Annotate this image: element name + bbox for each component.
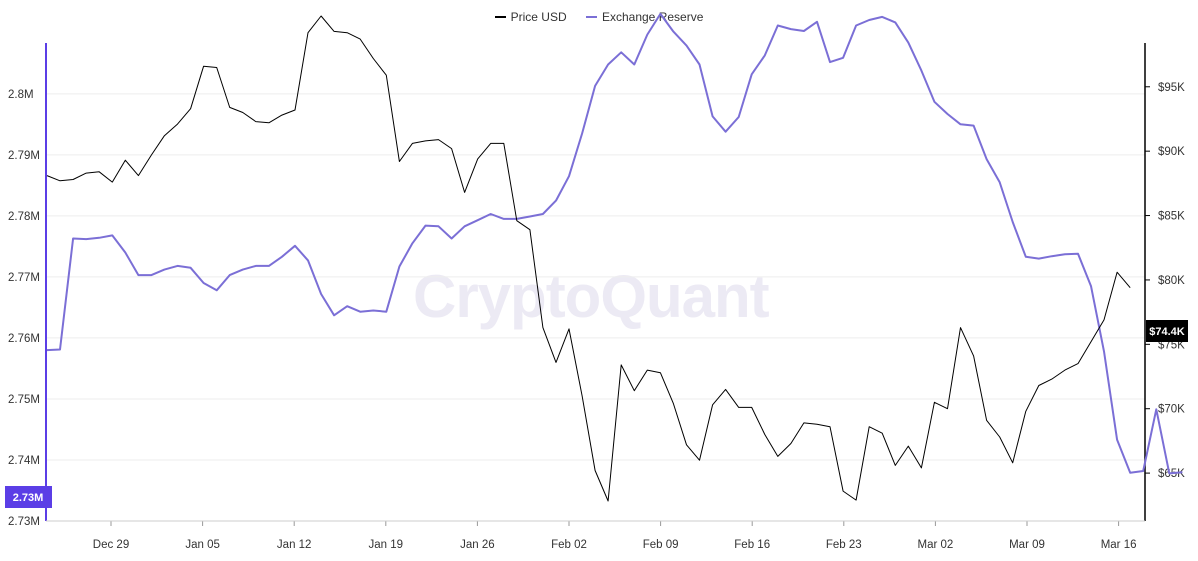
watermark: CryptoQuant [413,263,770,330]
x-tick-label: Feb 23 [826,539,862,551]
y-left-tick-label: 2.77M [8,272,40,284]
reserve-legend-label: Exchange Reserve [601,10,704,24]
y-left-tick-label: 2.76M [8,333,40,345]
price-legend-swatch [494,16,506,18]
x-tick-label: Feb 09 [643,539,679,551]
price-legend-label: Price USD [510,10,567,24]
x-tick-label: Jan 19 [369,539,404,551]
legend-item-price[interactable]: Price USD [494,10,567,24]
reserve-legend-swatch [585,16,597,18]
y-left-tick-label: 2.79M [8,150,40,162]
reserve-value-badge [5,486,52,508]
value-badges: 2.73M $74.4K [5,320,1188,508]
y-left-tick-label: 2.8M [8,89,34,101]
x-tick-label: Jan 26 [460,539,495,551]
x-tick-label: Feb 16 [734,539,770,551]
price-usd-line [46,15,1131,502]
y-left-tick-label: 2.73M [8,516,40,528]
exchange-reserve-line [46,12,1183,475]
reserve-value-badge-text: 2.73M [13,492,44,504]
x-tick-label: Mar 02 [918,539,954,551]
y-right-tick-label: $75K [1158,339,1185,351]
x-tick-label: Jan 12 [277,539,312,551]
legend: Price USD Exchange Reserve [0,7,1198,24]
y-right-tick-label: $70K [1158,404,1185,416]
y-right-tick-label: $90K [1158,146,1185,158]
y-left-tick-label: 2.74M [8,455,40,467]
x-tick-label: Dec 29 [93,539,129,551]
legend-item-reserve[interactable]: Exchange Reserve [585,10,704,24]
grid-lines [46,93,1145,522]
tick-labels: 2.8M 2.79M 2.78M 2.77M 2.76M 2.75M 2.74M 2.73M $… [8,82,1185,551]
price-value-badge-text: $74.4K [1149,326,1185,338]
x-tick-label: Mar 16 [1101,539,1137,551]
series-lines [46,12,1183,502]
y-right-tick-label: $85K [1158,211,1185,223]
price-value-badge [1146,320,1188,342]
x-tick-label: Feb 02 [551,539,587,551]
x-tick-label: Jan 05 [185,539,220,551]
y-right-tick-label: $95K [1158,82,1185,94]
x-tick-label: Mar 09 [1009,539,1045,551]
y-left-tick-label: 2.78M [8,211,40,223]
axes [45,43,1150,526]
y-left-tick-label: 2.75M [8,394,40,406]
y-right-tick-label: $80K [1158,275,1185,287]
